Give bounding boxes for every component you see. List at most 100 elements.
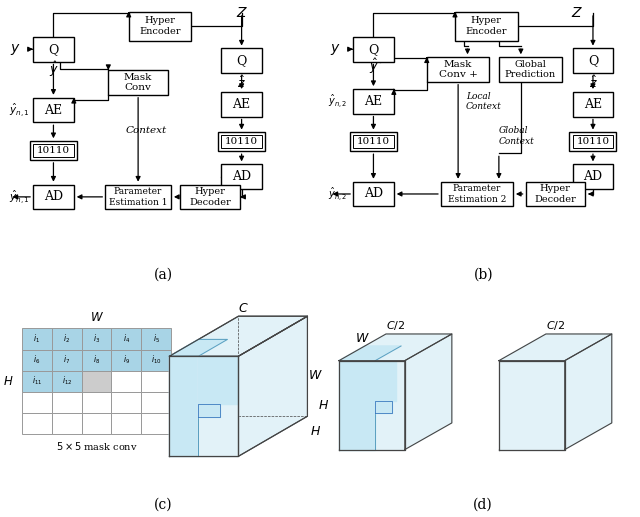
Text: $i_4$: $i_4$: [123, 333, 130, 345]
Text: 10110: 10110: [225, 138, 258, 146]
Text: $H$: $H$: [3, 375, 13, 388]
Text: AE: AE: [44, 103, 63, 116]
Text: $\hat{y}_{n,1}$: $\hat{y}_{n,1}$: [8, 188, 29, 206]
Text: Hyper
Decoder: Hyper Decoder: [534, 184, 576, 204]
Text: $\hat{y}$: $\hat{y}$: [49, 60, 58, 79]
Bar: [52, 371, 82, 392]
Bar: [129, 11, 191, 40]
Text: $i_3$: $i_3$: [93, 333, 100, 345]
Bar: [82, 328, 111, 349]
Bar: [108, 70, 168, 95]
Bar: [218, 132, 265, 151]
Polygon shape: [170, 356, 198, 456]
Text: (c): (c): [154, 498, 173, 512]
Bar: [427, 57, 490, 82]
Bar: [33, 37, 74, 62]
Bar: [221, 164, 262, 189]
Text: $i_7$: $i_7$: [63, 354, 70, 367]
Bar: [111, 413, 141, 434]
Text: $i_{11}$: $i_{11}$: [32, 375, 42, 387]
Bar: [105, 185, 171, 209]
Text: 10110: 10110: [577, 138, 609, 146]
Text: AE: AE: [584, 98, 602, 111]
Bar: [350, 132, 397, 151]
Text: $Z$: $Z$: [572, 6, 583, 20]
Bar: [525, 181, 585, 206]
Text: $i_5$: $i_5$: [152, 333, 159, 345]
Text: $W$: $W$: [90, 311, 104, 324]
Text: $y$: $y$: [10, 42, 21, 57]
Text: $i_2$: $i_2$: [63, 333, 70, 345]
Text: $\hat{y}_{n,1}$: $\hat{y}_{n,1}$: [8, 101, 29, 119]
Bar: [52, 413, 82, 434]
Bar: [573, 135, 613, 148]
Text: Context: Context: [125, 126, 166, 135]
Text: Global
Context: Global Context: [499, 126, 534, 146]
Text: $Z$: $Z$: [236, 6, 248, 20]
Text: $\hat{y}$: $\hat{y}$: [369, 57, 378, 76]
Bar: [111, 349, 141, 371]
Polygon shape: [198, 356, 239, 456]
Text: (b): (b): [474, 268, 493, 282]
Text: Q: Q: [368, 43, 379, 56]
Text: (a): (a): [154, 268, 173, 282]
Polygon shape: [170, 356, 239, 456]
Bar: [180, 185, 240, 209]
Bar: [33, 185, 74, 209]
Bar: [111, 328, 141, 349]
Text: $C/2$: $C/2$: [386, 318, 405, 331]
Bar: [22, 349, 52, 371]
Text: Q: Q: [236, 54, 247, 67]
Text: $5\times 5$ mask conv: $5\times 5$ mask conv: [56, 440, 138, 452]
Text: $i_1$: $i_1$: [33, 333, 40, 345]
Bar: [353, 37, 394, 62]
Text: $\hat{y}_{n,2}$: $\hat{y}_{n,2}$: [328, 93, 347, 110]
Text: $y$: $y$: [330, 42, 341, 57]
Bar: [141, 413, 171, 434]
Polygon shape: [170, 339, 227, 356]
Bar: [141, 392, 171, 413]
Polygon shape: [198, 404, 220, 417]
Polygon shape: [499, 361, 564, 450]
Text: 10110: 10110: [357, 138, 390, 146]
Polygon shape: [404, 334, 452, 450]
Text: AE: AE: [364, 95, 383, 108]
Text: Global
Prediction: Global Prediction: [505, 60, 556, 79]
Bar: [22, 328, 52, 349]
Text: $W$: $W$: [355, 332, 370, 345]
Bar: [455, 11, 518, 40]
Text: $W$: $W$: [308, 369, 323, 382]
Bar: [52, 392, 82, 413]
Text: Mask
Conv: Mask Conv: [124, 73, 152, 92]
Polygon shape: [170, 316, 307, 356]
Text: AD: AD: [584, 170, 602, 183]
Bar: [221, 49, 262, 73]
Bar: [22, 392, 52, 413]
Polygon shape: [339, 361, 375, 450]
Bar: [111, 392, 141, 413]
Bar: [111, 371, 141, 392]
Text: 10110: 10110: [37, 146, 70, 155]
Polygon shape: [499, 334, 612, 361]
Polygon shape: [198, 356, 239, 404]
Bar: [353, 89, 394, 114]
Text: (d): (d): [474, 498, 493, 512]
Bar: [570, 132, 616, 151]
Bar: [52, 328, 82, 349]
Bar: [52, 349, 82, 371]
Bar: [353, 135, 394, 148]
Bar: [33, 98, 74, 123]
Text: Parameter
Estimation 1: Parameter Estimation 1: [109, 187, 168, 207]
Text: $\hat{z}$: $\hat{z}$: [589, 74, 597, 90]
Text: $i_{12}$: $i_{12}$: [61, 375, 72, 387]
Text: Hyper
Encoder: Hyper Encoder: [140, 17, 181, 36]
Text: $i_9$: $i_9$: [123, 354, 130, 367]
Text: $i_{10}$: $i_{10}$: [151, 354, 161, 367]
Text: Parameter
Estimation 2: Parameter Estimation 2: [448, 184, 506, 204]
Bar: [82, 349, 111, 371]
Text: $C/2$: $C/2$: [546, 318, 565, 331]
Text: Q: Q: [588, 54, 598, 67]
Text: $i_6$: $i_6$: [33, 354, 40, 367]
Bar: [141, 349, 171, 371]
Polygon shape: [564, 334, 612, 450]
